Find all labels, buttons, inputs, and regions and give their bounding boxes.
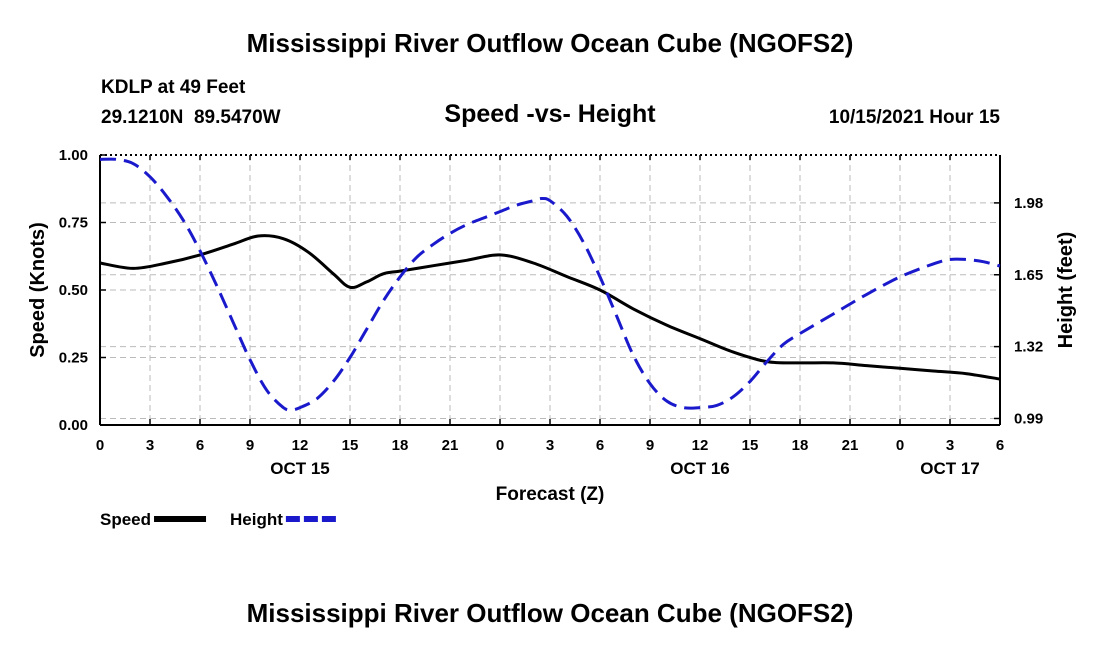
y-right-tick-label: 1.98 — [1014, 195, 1043, 212]
x-date-label: OCT 15 — [270, 459, 330, 478]
x-tick-label: 21 — [842, 437, 859, 454]
series-line-height — [99, 157, 1001, 412]
y-left-tick-label: 0.00 — [59, 417, 88, 434]
y-axis-left-label: Speed (Knots) — [27, 222, 49, 358]
x-tick-label: 0 — [896, 437, 904, 454]
y-right-tick-label: 0.99 — [1014, 410, 1043, 427]
x-tick-label: 0 — [496, 437, 504, 454]
chart-subtitle: Speed -vs- Height — [444, 100, 656, 128]
x-tick-label: 12 — [292, 437, 309, 454]
series-line-speed — [99, 234, 1001, 381]
station-coords: 29.1210N 89.5470W — [101, 107, 281, 128]
y-left-tick-label: 1.00 — [59, 147, 88, 164]
footer-title: Mississippi River Outflow Ocean Cube (NG… — [246, 598, 854, 628]
y-left-tick-label: 0.50 — [59, 282, 88, 299]
y-left-tick-label: 0.75 — [59, 215, 88, 232]
x-date-label: OCT 16 — [670, 459, 730, 478]
station-label: KDLP at 49 Feet — [101, 77, 246, 98]
x-tick-label: 6 — [596, 437, 604, 454]
x-tick-label: 3 — [546, 437, 554, 454]
x-tick-label: 21 — [442, 437, 459, 454]
x-tick-label: 0 — [96, 437, 104, 454]
x-tick-label: 15 — [742, 437, 759, 454]
x-tick-label: 15 — [342, 437, 359, 454]
y-right-tick-label: 1.32 — [1014, 339, 1043, 356]
forecast-datetime: 10/15/2021 Hour 15 — [828, 107, 1000, 128]
x-axis-label: Forecast (Z) — [496, 484, 605, 505]
chart-title: Mississippi River Outflow Ocean Cube (NG… — [246, 28, 854, 58]
x-tick-label: 12 — [692, 437, 709, 454]
x-tick-label: 6 — [196, 437, 204, 454]
x-tick-label: 3 — [146, 437, 154, 454]
y-axis-right-label: Height (feet) — [1055, 232, 1077, 349]
x-tick-label: 9 — [246, 437, 254, 454]
legend-label-speed: Speed — [100, 510, 151, 529]
legend-label-height: Height — [230, 510, 283, 529]
x-tick-label: 6 — [996, 437, 1004, 454]
x-tick-label: 9 — [646, 437, 654, 454]
x-tick-label: 3 — [946, 437, 954, 454]
x-tick-label: 18 — [792, 437, 809, 454]
x-date-label: OCT 17 — [920, 459, 980, 478]
x-tick-label: 18 — [392, 437, 409, 454]
y-right-tick-label: 1.65 — [1014, 267, 1043, 284]
y-left-tick-label: 0.25 — [59, 350, 88, 367]
